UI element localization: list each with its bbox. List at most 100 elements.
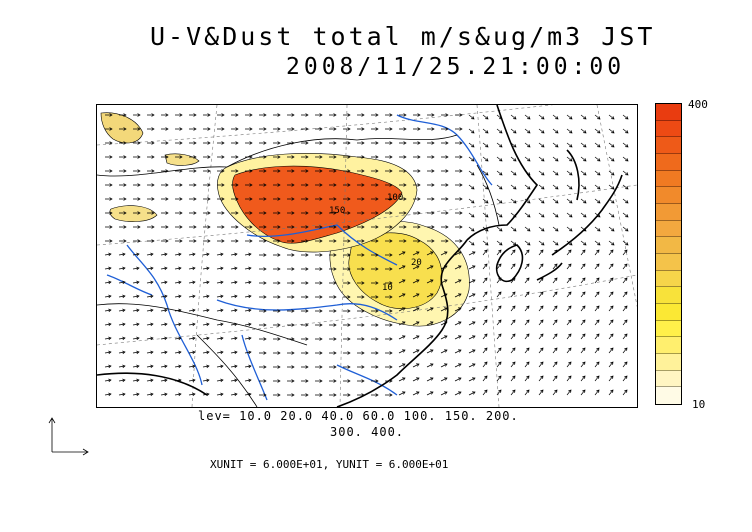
wind-arrow	[580, 240, 587, 246]
wind-arrow	[594, 212, 601, 218]
wind-arrow	[552, 389, 558, 396]
wind-arrow	[315, 113, 323, 117]
wind-arrow	[468, 251, 476, 256]
dust-north-high	[232, 165, 403, 244]
wind-arrow	[426, 251, 434, 256]
wind-arrow	[552, 263, 558, 270]
wind-arrow	[524, 212, 531, 218]
wind-arrow	[174, 336, 182, 341]
wind-arrow	[510, 184, 517, 190]
wind-arrow	[538, 226, 545, 232]
wind-arrow	[203, 169, 211, 173]
wind-arrow	[510, 389, 516, 396]
wind-arrow	[188, 322, 196, 327]
colorbar-swatch	[656, 203, 681, 221]
wind-arrow	[287, 365, 295, 369]
colorbar-swatch	[656, 353, 681, 371]
wind-arrow	[426, 363, 434, 368]
wind-arrow	[524, 128, 531, 134]
wind-arrow	[413, 197, 421, 201]
wind-arrow	[202, 350, 210, 355]
wind-arrow	[510, 361, 516, 368]
wind-arrow	[426, 349, 434, 354]
wind-arrow	[343, 225, 351, 229]
wind-arrow	[371, 155, 379, 159]
wind-arrow	[301, 239, 309, 243]
wind-arrow	[188, 252, 196, 257]
wind-arrow	[440, 321, 448, 326]
wind-arrow	[398, 335, 406, 340]
wind-vector-field	[104, 113, 629, 397]
wind-arrow	[468, 226, 475, 232]
wind-arrow	[245, 155, 253, 159]
wind-arrow	[427, 225, 435, 229]
wind-arrow	[160, 252, 168, 257]
wind-arrow	[426, 279, 434, 284]
wind-arrow	[552, 277, 558, 284]
wind-arrow	[468, 391, 476, 396]
wind-arrow	[259, 281, 267, 285]
wind-arrow	[315, 365, 323, 369]
wind-arrow	[273, 267, 281, 271]
wind-arrow	[608, 319, 614, 326]
wind-arrow	[188, 280, 196, 285]
wind-arrow	[105, 127, 113, 131]
wind-arrow	[217, 225, 225, 229]
wind-arrow	[175, 141, 183, 145]
wind-arrow	[468, 307, 476, 312]
wind-arrow	[468, 279, 476, 284]
wind-arrow	[566, 240, 573, 246]
wind-arrow	[371, 351, 379, 355]
wind-arrow	[174, 378, 182, 383]
wind-arrow	[146, 308, 154, 313]
wind-arrow	[259, 337, 267, 341]
wind-arrow	[189, 127, 197, 131]
vector-unit-label: XUNIT = 6.000E+01, YUNIT = 6.000E+01	[210, 458, 449, 471]
wind-arrow	[594, 128, 601, 134]
wind-arrow	[230, 280, 238, 285]
wind-arrow	[273, 393, 281, 397]
wind-arrow	[580, 305, 586, 312]
wind-arrow	[608, 249, 614, 256]
wind-arrow	[188, 308, 196, 313]
wind-arrow	[217, 211, 225, 215]
wind-arrow	[146, 378, 154, 383]
wind-arrow	[273, 155, 281, 159]
wind-arrow	[202, 280, 210, 285]
wind-arrow	[203, 197, 211, 201]
wind-arrow	[287, 295, 295, 299]
wind-arrow	[371, 183, 379, 187]
wind-arrow	[146, 322, 154, 327]
wind-arrow	[203, 211, 211, 215]
wind-arrow	[468, 265, 476, 270]
wind-arrow	[385, 127, 393, 131]
wind-arrow	[287, 253, 295, 257]
wind-arrow	[160, 336, 168, 341]
wind-arrow	[273, 141, 281, 145]
wind-arrow	[371, 127, 379, 131]
wind-arrow	[329, 379, 337, 383]
wind-arrow	[245, 211, 253, 215]
wind-arrow	[105, 197, 113, 201]
wind-arrow	[160, 294, 168, 299]
wind-arrow	[538, 277, 544, 284]
wind-arrow	[216, 280, 224, 285]
wind-arrow	[580, 142, 587, 148]
wind-arrow	[412, 307, 420, 312]
wind-arrow	[566, 156, 573, 162]
wind-arrow	[594, 375, 600, 382]
wind-arrow	[231, 141, 239, 145]
wind-arrow	[440, 335, 448, 340]
wind-arrow	[174, 392, 182, 397]
wind-arrow	[622, 156, 629, 162]
wind-arrow	[329, 253, 337, 257]
wind-arrow	[287, 127, 295, 131]
wind-arrow	[385, 169, 393, 173]
wind-arrow	[427, 197, 435, 201]
wind-arrow	[273, 295, 281, 299]
wind-arrow	[259, 379, 267, 383]
wind-arrow	[538, 212, 545, 218]
wind-arrow	[552, 198, 559, 204]
wind-arrow	[468, 240, 475, 246]
wind-arrow	[119, 141, 127, 145]
